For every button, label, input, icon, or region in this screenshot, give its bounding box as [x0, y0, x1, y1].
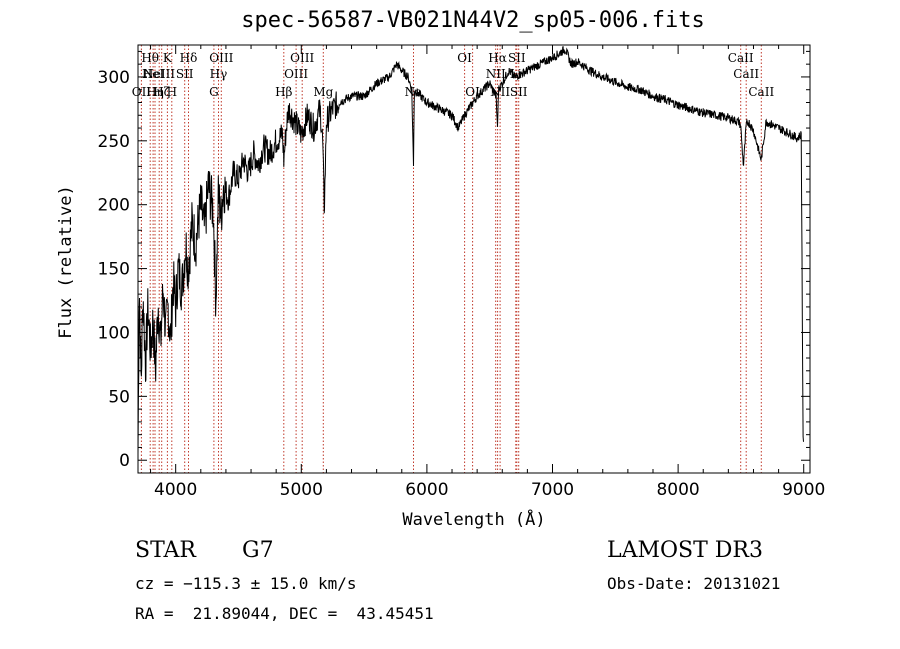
- x-tick-label: 5000: [280, 480, 323, 500]
- spectrum-line: [137, 46, 804, 455]
- line-label: Hθ: [141, 51, 159, 65]
- line-label: SII: [176, 67, 194, 81]
- line-label: Hδ: [180, 51, 198, 65]
- line-label: OIII: [284, 67, 308, 81]
- line-label: CaII: [733, 67, 759, 81]
- axes: 4000 5000 6000 7000 8000 9000 0 50 100 150 200 250 3…: [98, 44, 825, 500]
- line-label: Na: [405, 85, 423, 99]
- object-subclass: G7: [242, 538, 274, 563]
- line-label: OI: [465, 85, 480, 99]
- line-label: Li: [510, 67, 522, 81]
- object-class: STAR: [135, 538, 196, 563]
- coordinates: RA = 21.89044, DEC = 43.45451: [135, 604, 434, 623]
- line-label: K: [163, 51, 173, 65]
- line-label: Hα: [488, 51, 507, 65]
- spectrum-series: [137, 46, 804, 455]
- plot-frame: [137, 44, 811, 474]
- line-label: G: [209, 85, 219, 99]
- x-tick-label: 4000: [154, 480, 197, 500]
- line-label: OIII: [290, 51, 314, 65]
- redshift-velocity: cz = −115.3 ± 15.0 km/s: [135, 574, 357, 593]
- survey-name: LAMOST DR3: [607, 538, 763, 563]
- y-tick-label: 150: [98, 260, 130, 280]
- x-tick-label: 6000: [405, 480, 448, 500]
- y-tick-label: 50: [108, 387, 130, 407]
- line-label: Hβ: [275, 85, 292, 99]
- x-tick-label: 7000: [531, 480, 574, 500]
- line-labels: OII Hθ HeI Hη NeIII Hζ K H SII Hδ G Hγ OIII Hβ OIII OII…: [132, 51, 775, 99]
- line-label: NeIII: [143, 67, 175, 81]
- x-tick-label: 9000: [782, 480, 825, 500]
- chart-title: spec-56587-VB021N44V2_sp05-006.fits: [241, 8, 705, 33]
- line-label: SII: [510, 85, 528, 99]
- line-label: Hη: [146, 85, 164, 99]
- line-label: CaII: [748, 85, 774, 99]
- observation-date: Obs-Date: 20131021: [607, 574, 781, 593]
- line-markers: [140, 45, 762, 473]
- y-tick-label: 200: [98, 196, 130, 216]
- y-axis-label: Flux (relative): [56, 185, 76, 339]
- line-label: NII: [490, 85, 510, 99]
- line-label: SII: [508, 51, 526, 65]
- line-label: Mg: [313, 85, 333, 99]
- line-label: Hζ: [153, 85, 170, 99]
- y-tick-label: 100: [98, 323, 130, 343]
- line-label: OI: [457, 51, 472, 65]
- y-tick-label: 0: [119, 451, 130, 471]
- line-label: H: [167, 85, 177, 99]
- y-tick-label: 300: [98, 68, 130, 88]
- line-label: HeI: [142, 67, 165, 81]
- line-label: CaII: [728, 51, 754, 65]
- y-tick-label: 250: [98, 132, 130, 152]
- line-label: Hγ: [210, 67, 228, 81]
- line-label: OIII: [209, 51, 233, 65]
- line-label: OII: [132, 85, 152, 99]
- line-label: NII: [486, 67, 506, 81]
- x-tick-label: 8000: [656, 480, 699, 500]
- x-axis-label: Wavelength (Å): [402, 510, 546, 530]
